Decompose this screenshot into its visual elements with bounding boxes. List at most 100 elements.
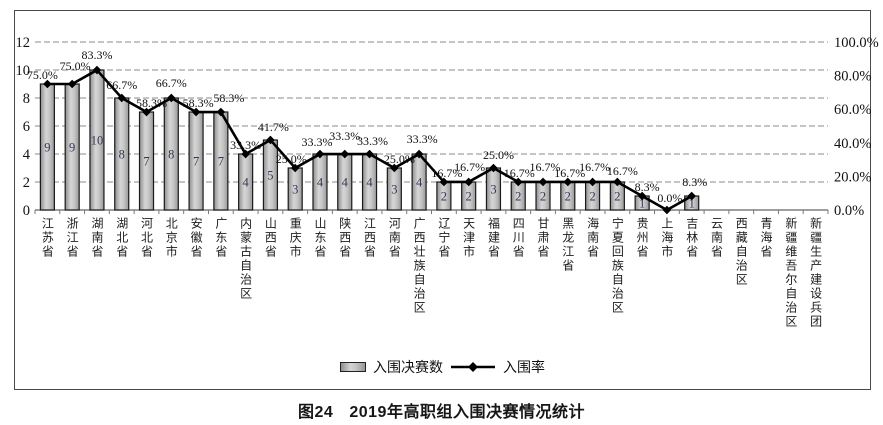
percent-label: 25.0% — [276, 152, 307, 166]
percent-label: 25.0% — [384, 152, 415, 166]
line-marker — [315, 149, 325, 159]
bar-value-label: 3 — [391, 183, 397, 197]
legend-bar-label: 入围决赛数 — [373, 361, 443, 376]
percent-label: 33.3% — [357, 134, 388, 148]
secondary-axis-tick-label: 60.0% — [834, 102, 871, 118]
line-marker — [513, 177, 523, 187]
percent-label: 16.7% — [554, 166, 585, 180]
y-axis-tick-label: 4 — [23, 147, 31, 163]
chart-legend: 入围决赛数 入围率 — [14, 358, 871, 376]
y-axis-tick-label: 0 — [23, 203, 30, 219]
percent-label: 16.7% — [504, 166, 535, 180]
legend-bar-swatch — [340, 362, 366, 372]
line-marker — [166, 93, 176, 103]
bar-value-label: 2 — [614, 190, 620, 204]
line-marker — [414, 149, 424, 159]
bar-value-label: 7 — [143, 155, 149, 169]
line-marker — [637, 191, 647, 201]
percent-label: 83.3% — [81, 48, 112, 62]
bar-value-label: 2 — [466, 190, 472, 204]
line-marker — [390, 163, 399, 173]
line-marker — [662, 205, 672, 215]
percent-label: 41.7% — [258, 120, 289, 134]
percent-label: 66.7% — [156, 76, 187, 90]
percent-label: 58.3% — [136, 96, 167, 110]
line-marker — [92, 65, 102, 75]
line-marker — [216, 107, 226, 117]
bar-value-label: 4 — [317, 176, 324, 190]
percent-label: 16.7% — [431, 166, 462, 180]
line-marker — [67, 79, 77, 89]
line-marker — [687, 191, 697, 201]
legend-line-label: 入围率 — [503, 361, 545, 376]
percent-label: 66.7% — [106, 78, 137, 92]
bar-value-label: 5 — [267, 169, 273, 183]
line-marker — [489, 163, 498, 173]
line-marker — [538, 177, 548, 187]
bar-value-label: 1 — [689, 197, 695, 211]
line-marker — [43, 79, 52, 89]
bar-value-label: 9 — [69, 141, 75, 155]
bar-value-label: 4 — [342, 176, 349, 190]
line-marker — [439, 177, 449, 187]
bar-value-label: 8 — [119, 148, 125, 162]
figure-caption-title: 2019年高职组入围决赛情况统计 — [349, 404, 585, 421]
figure-caption-number: 图24 — [298, 404, 334, 421]
bar-value-label: 3 — [490, 183, 496, 197]
y-axis-tick-label: 8 — [23, 91, 30, 107]
secondary-axis-tick-label: 20.0% — [834, 169, 871, 185]
bar-value-label: 4 — [366, 176, 373, 190]
percent-label: 16.7% — [607, 164, 638, 178]
legend-line-marker — [450, 361, 496, 373]
bar-value-label: 2 — [441, 190, 447, 204]
secondary-axis-tick-label: 0.0% — [834, 203, 864, 219]
percent-label: 8.3% — [635, 180, 660, 194]
percent-label: 58.3% — [213, 91, 244, 105]
line-marker — [191, 107, 201, 117]
bar-value-label: 2 — [589, 190, 595, 204]
bar-value-label: 1 — [639, 197, 645, 211]
percent-label: 33.3% — [301, 135, 332, 149]
secondary-axis-tick-label: 100.0% — [834, 35, 879, 51]
percent-label: 25.0% — [483, 148, 514, 162]
bar-value-label: 10 — [91, 134, 104, 148]
bar-value-label: 2 — [540, 190, 546, 204]
percent-label: 16.7% — [530, 160, 561, 174]
percent-label: 16.7% — [454, 160, 485, 174]
y-axis-tick-label: 2 — [23, 175, 30, 191]
percent-label: 75.0% — [60, 59, 91, 73]
line-marker — [266, 135, 275, 145]
line-marker — [464, 177, 473, 187]
percent-label: 16.7% — [579, 160, 610, 174]
bar-value-label: 2 — [515, 190, 521, 204]
percent-label: 33.3% — [329, 129, 360, 143]
bar-value-label: 4 — [416, 176, 423, 190]
line-marker — [290, 163, 300, 173]
bar-value-label: 3 — [292, 183, 298, 197]
percent-label: 58.3% — [183, 96, 214, 110]
line-marker — [613, 177, 622, 187]
bar-value-label: 9 — [44, 141, 50, 155]
y-axis-tick-label: 6 — [23, 119, 30, 135]
line-marker — [588, 177, 597, 187]
percent-label: 75.0% — [27, 68, 58, 82]
line-marker — [563, 177, 573, 187]
secondary-axis-tick-label: 80.0% — [834, 69, 871, 85]
line-marker — [142, 107, 151, 117]
percent-label: 33.3% — [230, 138, 261, 152]
y-axis-tick-label: 10 — [16, 63, 31, 79]
line-marker — [340, 149, 350, 159]
line-marker — [241, 149, 250, 159]
bar-value-label: 2 — [565, 190, 571, 204]
bar-value-label: 7 — [193, 155, 199, 169]
bar-value-label: 7 — [218, 155, 224, 169]
percent-label: 33.3% — [407, 132, 438, 146]
y-axis-tick-label: 12 — [16, 35, 31, 51]
percent-label: 0.0% — [657, 191, 682, 205]
percent-label: 8.3% — [682, 175, 707, 189]
secondary-axis-tick-label: 40.0% — [834, 136, 871, 152]
bar-value-label: 8 — [168, 148, 174, 162]
line-marker — [117, 93, 127, 103]
